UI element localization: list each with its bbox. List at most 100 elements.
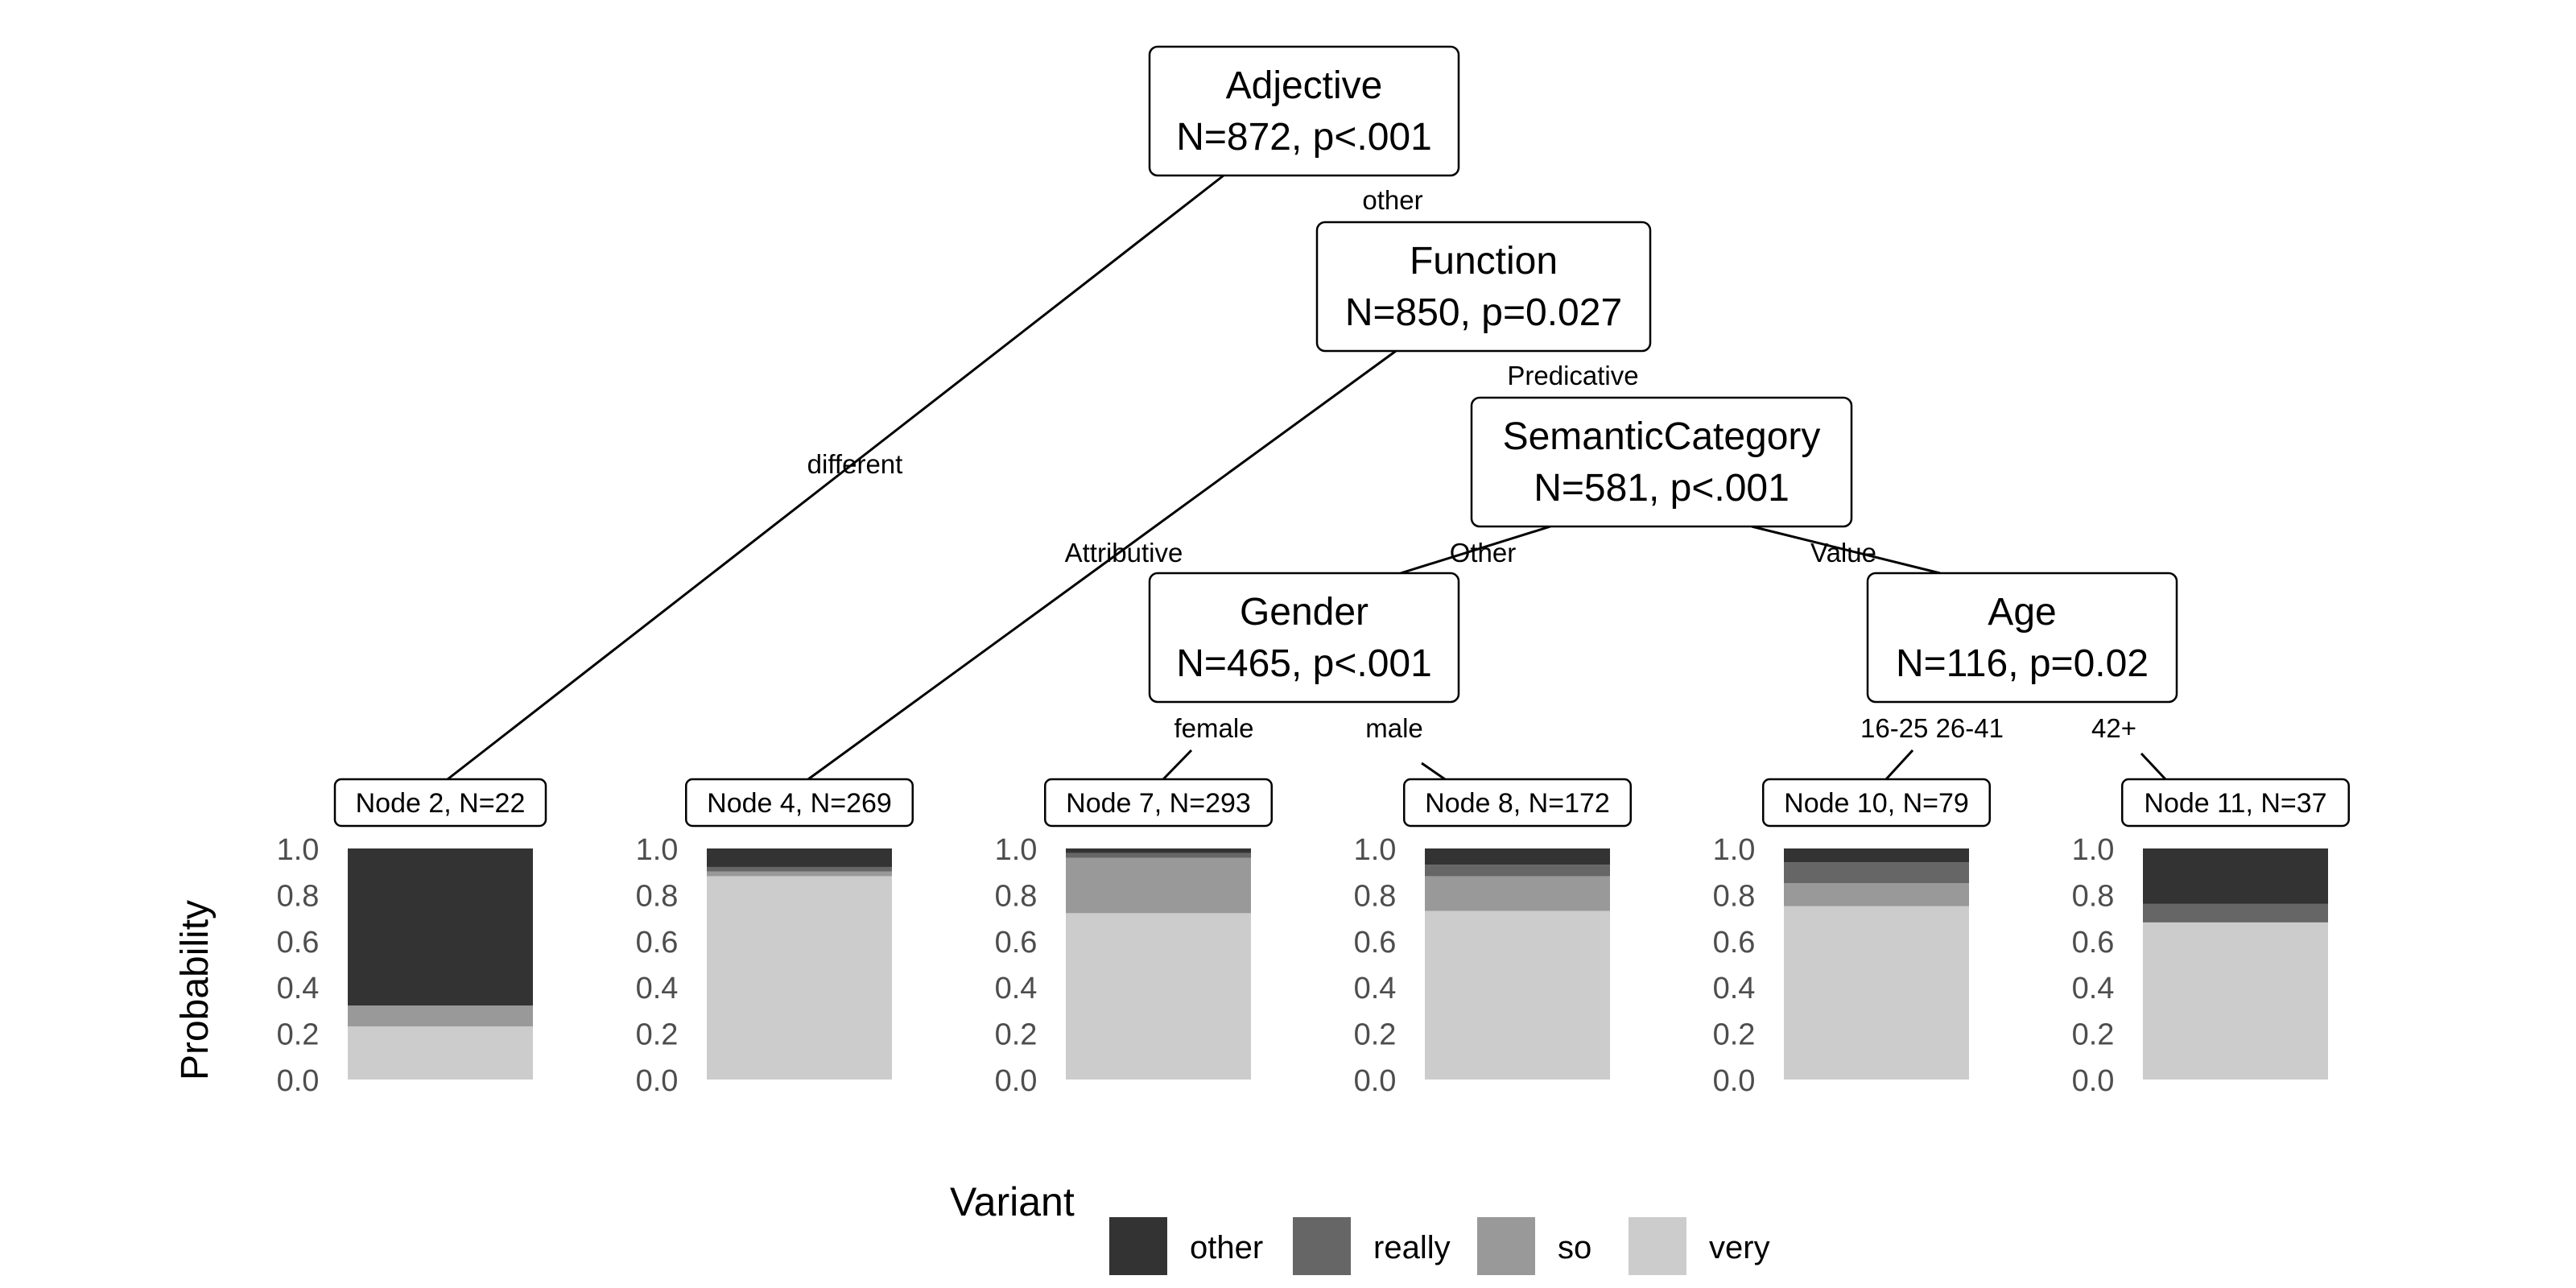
legend-title: Variant: [950, 1179, 1075, 1224]
y-tick-label: 0.8: [995, 879, 1038, 913]
bar-segment-other: [1425, 848, 1610, 865]
terminal-node-4: Node 8, N=172 0.0 0.2 0.4 0.6 0.8 1.0: [1354, 778, 1632, 1098]
terminal-label: Node 7, N=293: [1066, 788, 1251, 819]
edge-label-different: different: [807, 449, 903, 479]
bar-segment-other: [707, 848, 892, 867]
terminal-node-6: Node 11, N=37 0.0 0.2 0.4 0.6 0.8 1.0: [2072, 778, 2350, 1098]
bar-segment-other: [2143, 848, 2328, 904]
bar-segment-other: [1784, 848, 1969, 863]
edge-label-female: female: [1174, 713, 1253, 743]
y-tick-label: 1.0: [1354, 833, 1397, 867]
legend-label-very: very: [1709, 1230, 1770, 1265]
y-tick-label: 0.6: [1354, 926, 1397, 960]
y-tick-label: 0.6: [995, 926, 1038, 960]
y-tick-label: 0.8: [636, 879, 679, 913]
node-stats: N=872, p<.001: [1176, 116, 1432, 159]
y-tick-label: 0.4: [1354, 972, 1397, 1005]
legend-swatch-really: [1293, 1217, 1351, 1275]
node-age: Age N=116, p=0.02: [1866, 572, 2178, 704]
node-stats: N=850, p=0.027: [1345, 291, 1622, 334]
y-tick-label: 0.0: [1354, 1064, 1397, 1098]
legend-item-other: other: [1109, 1217, 1263, 1275]
terminal-node-1: Node 2, N=22 0.0 0.2 0.4 0.6 0.8 1.0: [277, 778, 547, 1098]
y-tick-label: 0.8: [1354, 879, 1397, 913]
terminal-label-box: [1762, 778, 1991, 828]
edge-semantic-gender: [1400, 525, 1551, 575]
y-tick-label: 0.4: [1713, 972, 1756, 1005]
terminal-label: Node 2, N=22: [356, 788, 526, 819]
y-tick-label: 1.0: [995, 833, 1038, 867]
terminal-label-box: [1044, 778, 1273, 828]
y-tick-label: 0.2: [277, 1018, 320, 1052]
legend-swatch-very: [1629, 1217, 1686, 1275]
terminal-label: Node 4, N=269: [707, 788, 892, 819]
bar-segment-other: [348, 848, 533, 1006]
terminal-label: Node 10, N=79: [1784, 788, 1969, 819]
y-tick-label: 0.0: [995, 1064, 1038, 1098]
node-stats: N=581, p<.001: [1534, 467, 1790, 510]
edge-semantic-age: [1751, 525, 1941, 575]
y-tick-label: 0.8: [1713, 879, 1756, 913]
bar-segment-very: [1066, 913, 1251, 1080]
bar-segment-so: [348, 1005, 533, 1026]
y-axis-title: Probability: [174, 900, 217, 1080]
edge-function-node4: [807, 349, 1397, 781]
legend-items: other really so very: [1109, 1217, 1770, 1275]
y-tick-label: 0.0: [636, 1064, 679, 1098]
legend-label-other: other: [1190, 1230, 1263, 1265]
bar-segment-very: [1425, 910, 1610, 1080]
y-tick-label: 0.0: [2072, 1064, 2115, 1098]
bar-segment-really: [1425, 865, 1610, 877]
node-stats: N=465, p<.001: [1176, 642, 1432, 685]
node-box: [1866, 572, 2178, 704]
bar-segment-really: [1784, 862, 1969, 884]
node-title: Gender: [1240, 591, 1368, 634]
y-tick-label: 0.2: [1713, 1018, 1756, 1052]
edge-labels: different other Attributive Predicative …: [807, 185, 2136, 743]
terminal-nodes: Node 2, N=22 0.0 0.2 0.4 0.6 0.8 1.0 Node 4, N=…: [277, 778, 2350, 1098]
terminal-label: Node 8, N=172: [1425, 788, 1610, 819]
legend-item-so: so: [1477, 1217, 1591, 1275]
y-tick-label: 0.4: [995, 972, 1038, 1005]
node-stats: N=116, p=0.02: [1896, 642, 2149, 685]
node-title: Function: [1410, 240, 1558, 283]
edge-label-attributive: Attributive: [1065, 538, 1183, 568]
bar-segment-very: [707, 876, 892, 1080]
node-gender: Gender N=465, p<.001: [1148, 572, 1460, 704]
y-tick-label: 0.2: [2072, 1018, 2115, 1052]
node-box: [1470, 396, 1853, 528]
edge-age-node11: [2140, 752, 2167, 781]
legend-item-very: very: [1629, 1217, 1770, 1275]
edge-gender-node7: [1162, 749, 1193, 781]
bar-segment-really: [707, 866, 892, 872]
edge-label-age-young: 16-25 26-41: [1860, 713, 2004, 743]
node-box: [1148, 572, 1460, 704]
tree-edges: [447, 174, 2167, 781]
legend-swatch-so: [1477, 1217, 1535, 1275]
y-tick-label: 0.2: [1354, 1018, 1397, 1052]
edge-label-other: other: [1362, 185, 1422, 215]
node-box: [1315, 221, 1652, 353]
edge-adjective-node2: [447, 174, 1224, 781]
terminal-label-box: [333, 778, 547, 828]
bar-segment-so: [1425, 876, 1610, 911]
y-tick-label: 0.0: [1713, 1064, 1756, 1098]
edge-label-age-old: 42+: [2091, 713, 2136, 743]
node-semantic-category: SemanticCategory N=581, p<.001: [1470, 396, 1853, 528]
y-tick-label: 0.8: [2072, 879, 2115, 913]
node-function: Function N=850, p=0.027: [1315, 221, 1652, 353]
y-tick-label: 0.6: [277, 926, 320, 960]
node-adjective: Adjective N=872, p<.001: [1148, 45, 1460, 177]
legend: Variant other really so very: [950, 1179, 1770, 1275]
terminal-node-2: Node 4, N=269 0.0 0.2 0.4 0.6 0.8 1.0: [636, 778, 914, 1098]
y-tick-label: 0.8: [277, 879, 320, 913]
node-title: Adjective: [1226, 64, 1383, 107]
terminal-label-box: [1403, 778, 1632, 828]
y-tick-label: 0.2: [995, 1018, 1038, 1052]
node-box: [1148, 45, 1460, 177]
y-tick-label: 1.0: [277, 833, 320, 867]
node-title: SemanticCategory: [1503, 415, 1821, 458]
y-tick-label: 0.4: [636, 972, 679, 1005]
y-tick-label: 0.2: [636, 1018, 679, 1052]
